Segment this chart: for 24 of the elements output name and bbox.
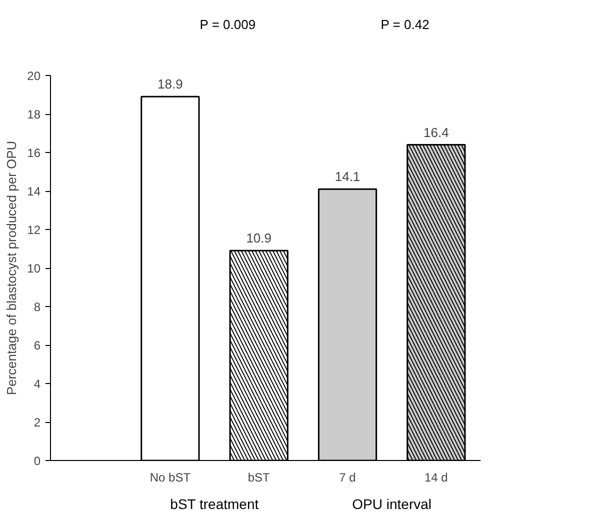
x-tick-label: bST	[248, 470, 271, 484]
y-tick-label: 2	[34, 416, 41, 430]
x-tick-label: 14 d	[424, 470, 448, 484]
data-label: 16.4	[424, 124, 449, 140]
y-tick-label: 16	[27, 146, 41, 160]
text: P = 0.42	[380, 17, 430, 32]
y-tick-label: 14	[27, 184, 41, 198]
y-tick-label: 18	[27, 108, 41, 122]
text: OPU interval	[352, 496, 432, 512]
data-label: 14.1	[334, 169, 360, 184]
text: bST treatment	[170, 496, 259, 512]
y-axis-title: Percentage of blastocyst produced per OPU	[4, 140, 20, 396]
y-tick-label: 10	[27, 262, 41, 276]
y-tick-label: 20	[27, 69, 41, 83]
y-tick-label: 8	[34, 300, 41, 314]
y-tick-label: 4	[34, 377, 41, 391]
x-tick-label: 7 d	[339, 470, 356, 484]
data-label: 18.9	[158, 76, 183, 92]
data-label: 10.9	[246, 230, 272, 246]
y-tick-label: 12	[27, 223, 41, 237]
y-tick-label: 0	[34, 454, 41, 468]
text: P = 0.009	[200, 17, 256, 32]
y-tick-label: 6	[34, 338, 41, 352]
x-tick-label: No bST	[150, 470, 192, 484]
